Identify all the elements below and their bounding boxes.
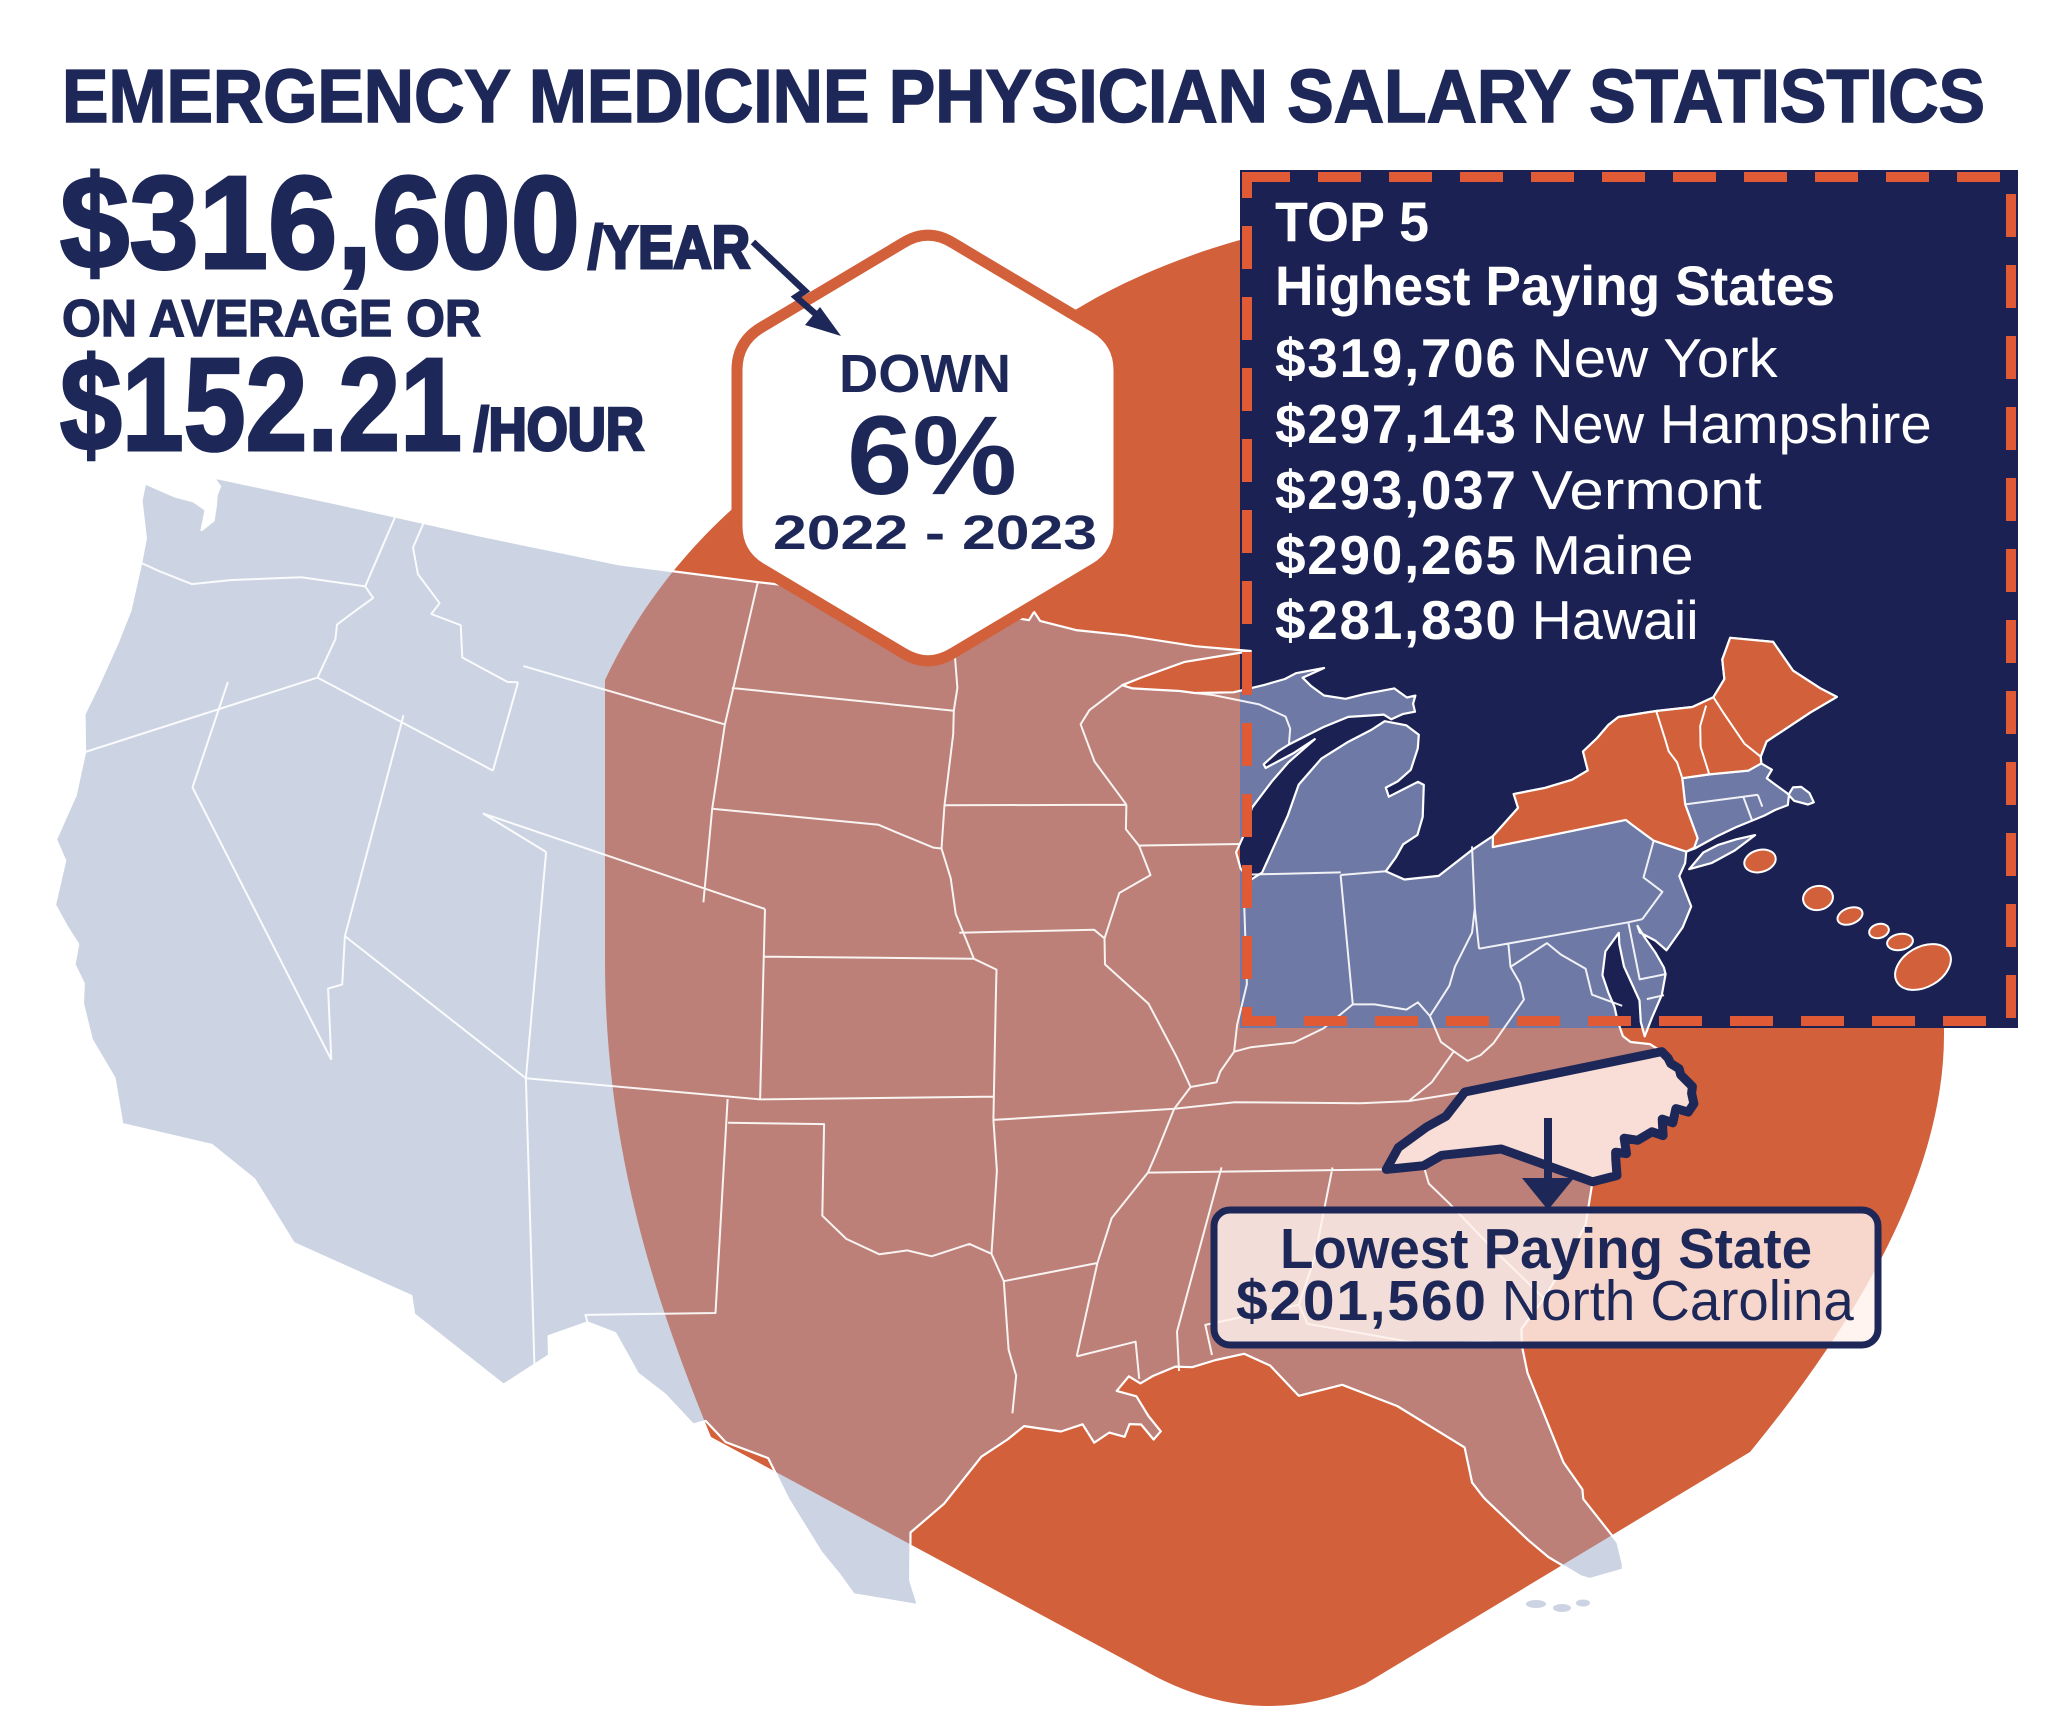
svg-text:2022 - 2023: 2022 - 2023 <box>773 507 1097 560</box>
svg-text:EMERGENCY MEDICINE PHYSICIAN S: EMERGENCY MEDICINE PHYSICIAN SALARY STAT… <box>62 54 1985 138</box>
svg-text:Highest Paying States: Highest Paying States <box>1275 254 1835 317</box>
svg-text:TOP 5: TOP 5 <box>1275 190 1429 253</box>
svg-text:DOWN: DOWN <box>839 344 1011 404</box>
svg-text:ON AVERAGE OR: ON AVERAGE OR <box>62 290 481 348</box>
svg-text:Lowest Paying State: Lowest Paying State <box>1280 1217 1812 1281</box>
svg-text:$152.21/HOUR: $152.21/HOUR <box>60 331 644 478</box>
svg-text:$316,600/YEAR: $316,600/YEAR <box>60 149 750 296</box>
svg-text:6%: 6% <box>847 393 1017 518</box>
